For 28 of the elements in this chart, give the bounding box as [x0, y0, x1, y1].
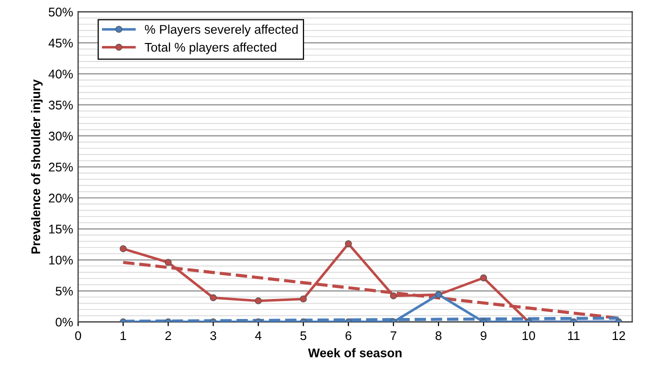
y-tick-label: 20%: [48, 194, 73, 203]
y-tick-label: 25%: [48, 162, 73, 172]
y-tick-label: 35%: [48, 100, 73, 110]
x-tick-label: 5: [300, 331, 306, 340]
y-tick-label: 40%: [48, 70, 73, 79]
y-tick-label: 10%: [49, 256, 73, 265]
y-axis-title: Prevalence of shoulder injury: [31, 79, 43, 254]
y-tick-label: 30%: [48, 132, 73, 141]
x-tick-label: 0: [75, 331, 82, 340]
x-tick-label: 7: [390, 331, 396, 340]
x-tick-label: 10: [522, 331, 536, 340]
x-tick-label: 11: [568, 331, 580, 340]
x-tick-label: 1: [120, 331, 126, 340]
x-tick-label: 9: [480, 331, 486, 340]
y-tick-label: 15%: [49, 224, 73, 234]
legend-label: % Players severely affected: [144, 24, 298, 36]
y-tick-label: 5%: [56, 286, 73, 296]
x-tick-label: 4: [255, 331, 262, 340]
x-tick-label: 12: [612, 331, 626, 340]
legend-label: Total % players affected: [144, 42, 276, 54]
x-axis-title: Week of season: [308, 348, 402, 358]
y-tick-label: 50%: [48, 8, 73, 16]
y-tick-label: 45%: [48, 38, 73, 48]
y-tick-label: 0%: [56, 318, 73, 327]
x-tick-label: 2: [165, 331, 172, 340]
x-tick-label: 6: [346, 331, 352, 340]
x-tick-label: 3: [210, 331, 216, 340]
x-tick-label: 8: [436, 331, 442, 340]
